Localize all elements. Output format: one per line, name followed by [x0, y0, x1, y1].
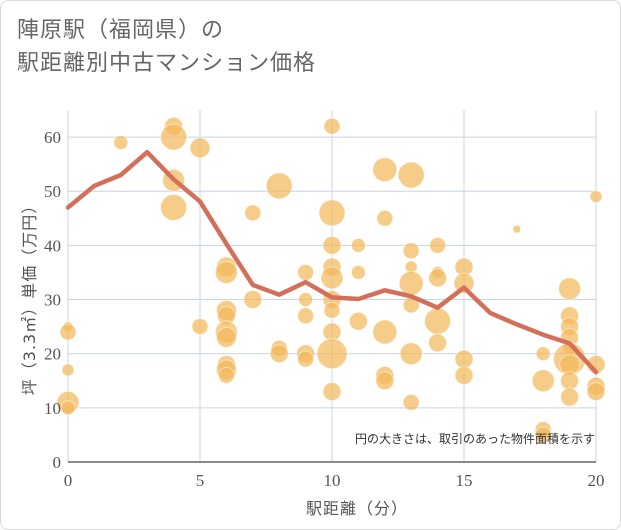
data-bubble	[535, 346, 551, 362]
data-bubble	[243, 290, 263, 310]
data-bubble	[297, 263, 315, 281]
data-bubble	[350, 264, 366, 280]
data-bubble	[372, 157, 398, 183]
data-bubble	[160, 123, 188, 151]
y-tick-label: 10	[44, 399, 61, 418]
y-axis-title: 坪（3.3㎡）単価（万円）	[20, 197, 39, 395]
chart-title: 陣原駅（福岡県）の 駅距離別中古マンション価格	[17, 14, 316, 80]
data-bubble	[589, 190, 603, 204]
data-bubble	[586, 382, 606, 402]
data-bubble	[560, 371, 580, 391]
data-bubble	[297, 350, 315, 368]
data-bubble	[454, 349, 474, 369]
y-tick-label: 30	[44, 291, 61, 310]
data-bubble	[350, 237, 366, 253]
x-tick-label: 0	[64, 471, 73, 490]
data-bubble	[372, 319, 398, 345]
data-bubble	[376, 209, 394, 227]
data-bubble	[429, 236, 447, 254]
data-bubble	[402, 242, 420, 260]
x-tick-label: 10	[324, 471, 341, 490]
data-bubble	[428, 268, 448, 288]
data-bubble	[322, 235, 342, 255]
data-bubble	[217, 366, 235, 384]
x-tick-label: 5	[196, 471, 205, 490]
data-bubble	[531, 369, 555, 393]
data-bubble	[453, 272, 475, 294]
data-bubble	[269, 344, 289, 364]
data-bubble	[215, 326, 237, 348]
data-bubble	[512, 224, 522, 234]
data-bubble	[298, 292, 314, 308]
data-bubble	[402, 393, 420, 411]
data-bubble	[534, 426, 552, 444]
bubble-layer	[56, 116, 606, 444]
data-bubble	[428, 333, 448, 353]
data-bubble	[323, 301, 341, 319]
data-bubble	[454, 365, 474, 385]
y-tick-label: 0	[53, 453, 62, 472]
title-line-1: 陣原駅（福岡県）の	[17, 18, 225, 43]
bubble-size-note: 円の大きさは、取引のあった物件面積を示す	[355, 431, 595, 446]
x-axis-title: 駅距離（分）	[306, 499, 408, 518]
data-bubble	[160, 193, 188, 221]
data-bubble	[60, 400, 76, 416]
data-bubble	[297, 307, 315, 325]
data-bubble	[322, 382, 342, 402]
data-bubble	[265, 172, 293, 200]
data-bubble	[320, 266, 344, 290]
data-bubble	[323, 117, 341, 135]
title-line-2: 駅距離別中古マンション価格	[17, 51, 317, 76]
data-bubble	[375, 371, 395, 391]
y-tick-label: 60	[44, 128, 61, 147]
data-bubble	[113, 134, 129, 150]
data-bubble	[244, 204, 262, 222]
x-tick-label: 20	[588, 471, 605, 490]
y-tick-label: 50	[44, 182, 61, 201]
data-bubble	[191, 318, 209, 336]
data-bubble	[318, 199, 346, 227]
y-tick-label: 40	[44, 236, 61, 255]
data-bubble	[214, 260, 238, 284]
y-tick-label: 20	[44, 345, 61, 364]
data-bubble	[348, 311, 368, 331]
axes: 0 10 20 30 40 50 60 0 5 10 15 20	[44, 128, 605, 490]
data-bubble	[316, 338, 348, 370]
data-bubble	[560, 387, 580, 407]
data-bubble	[189, 137, 211, 159]
data-bubble	[424, 307, 452, 335]
data-bubble	[59, 323, 77, 341]
x-tick-label: 15	[456, 471, 473, 490]
average-price-line	[65, 149, 599, 375]
data-bubble	[399, 342, 423, 366]
data-bubble	[397, 161, 425, 189]
data-bubble	[558, 277, 582, 301]
data-bubble	[61, 363, 75, 377]
data-bubble	[398, 270, 424, 296]
